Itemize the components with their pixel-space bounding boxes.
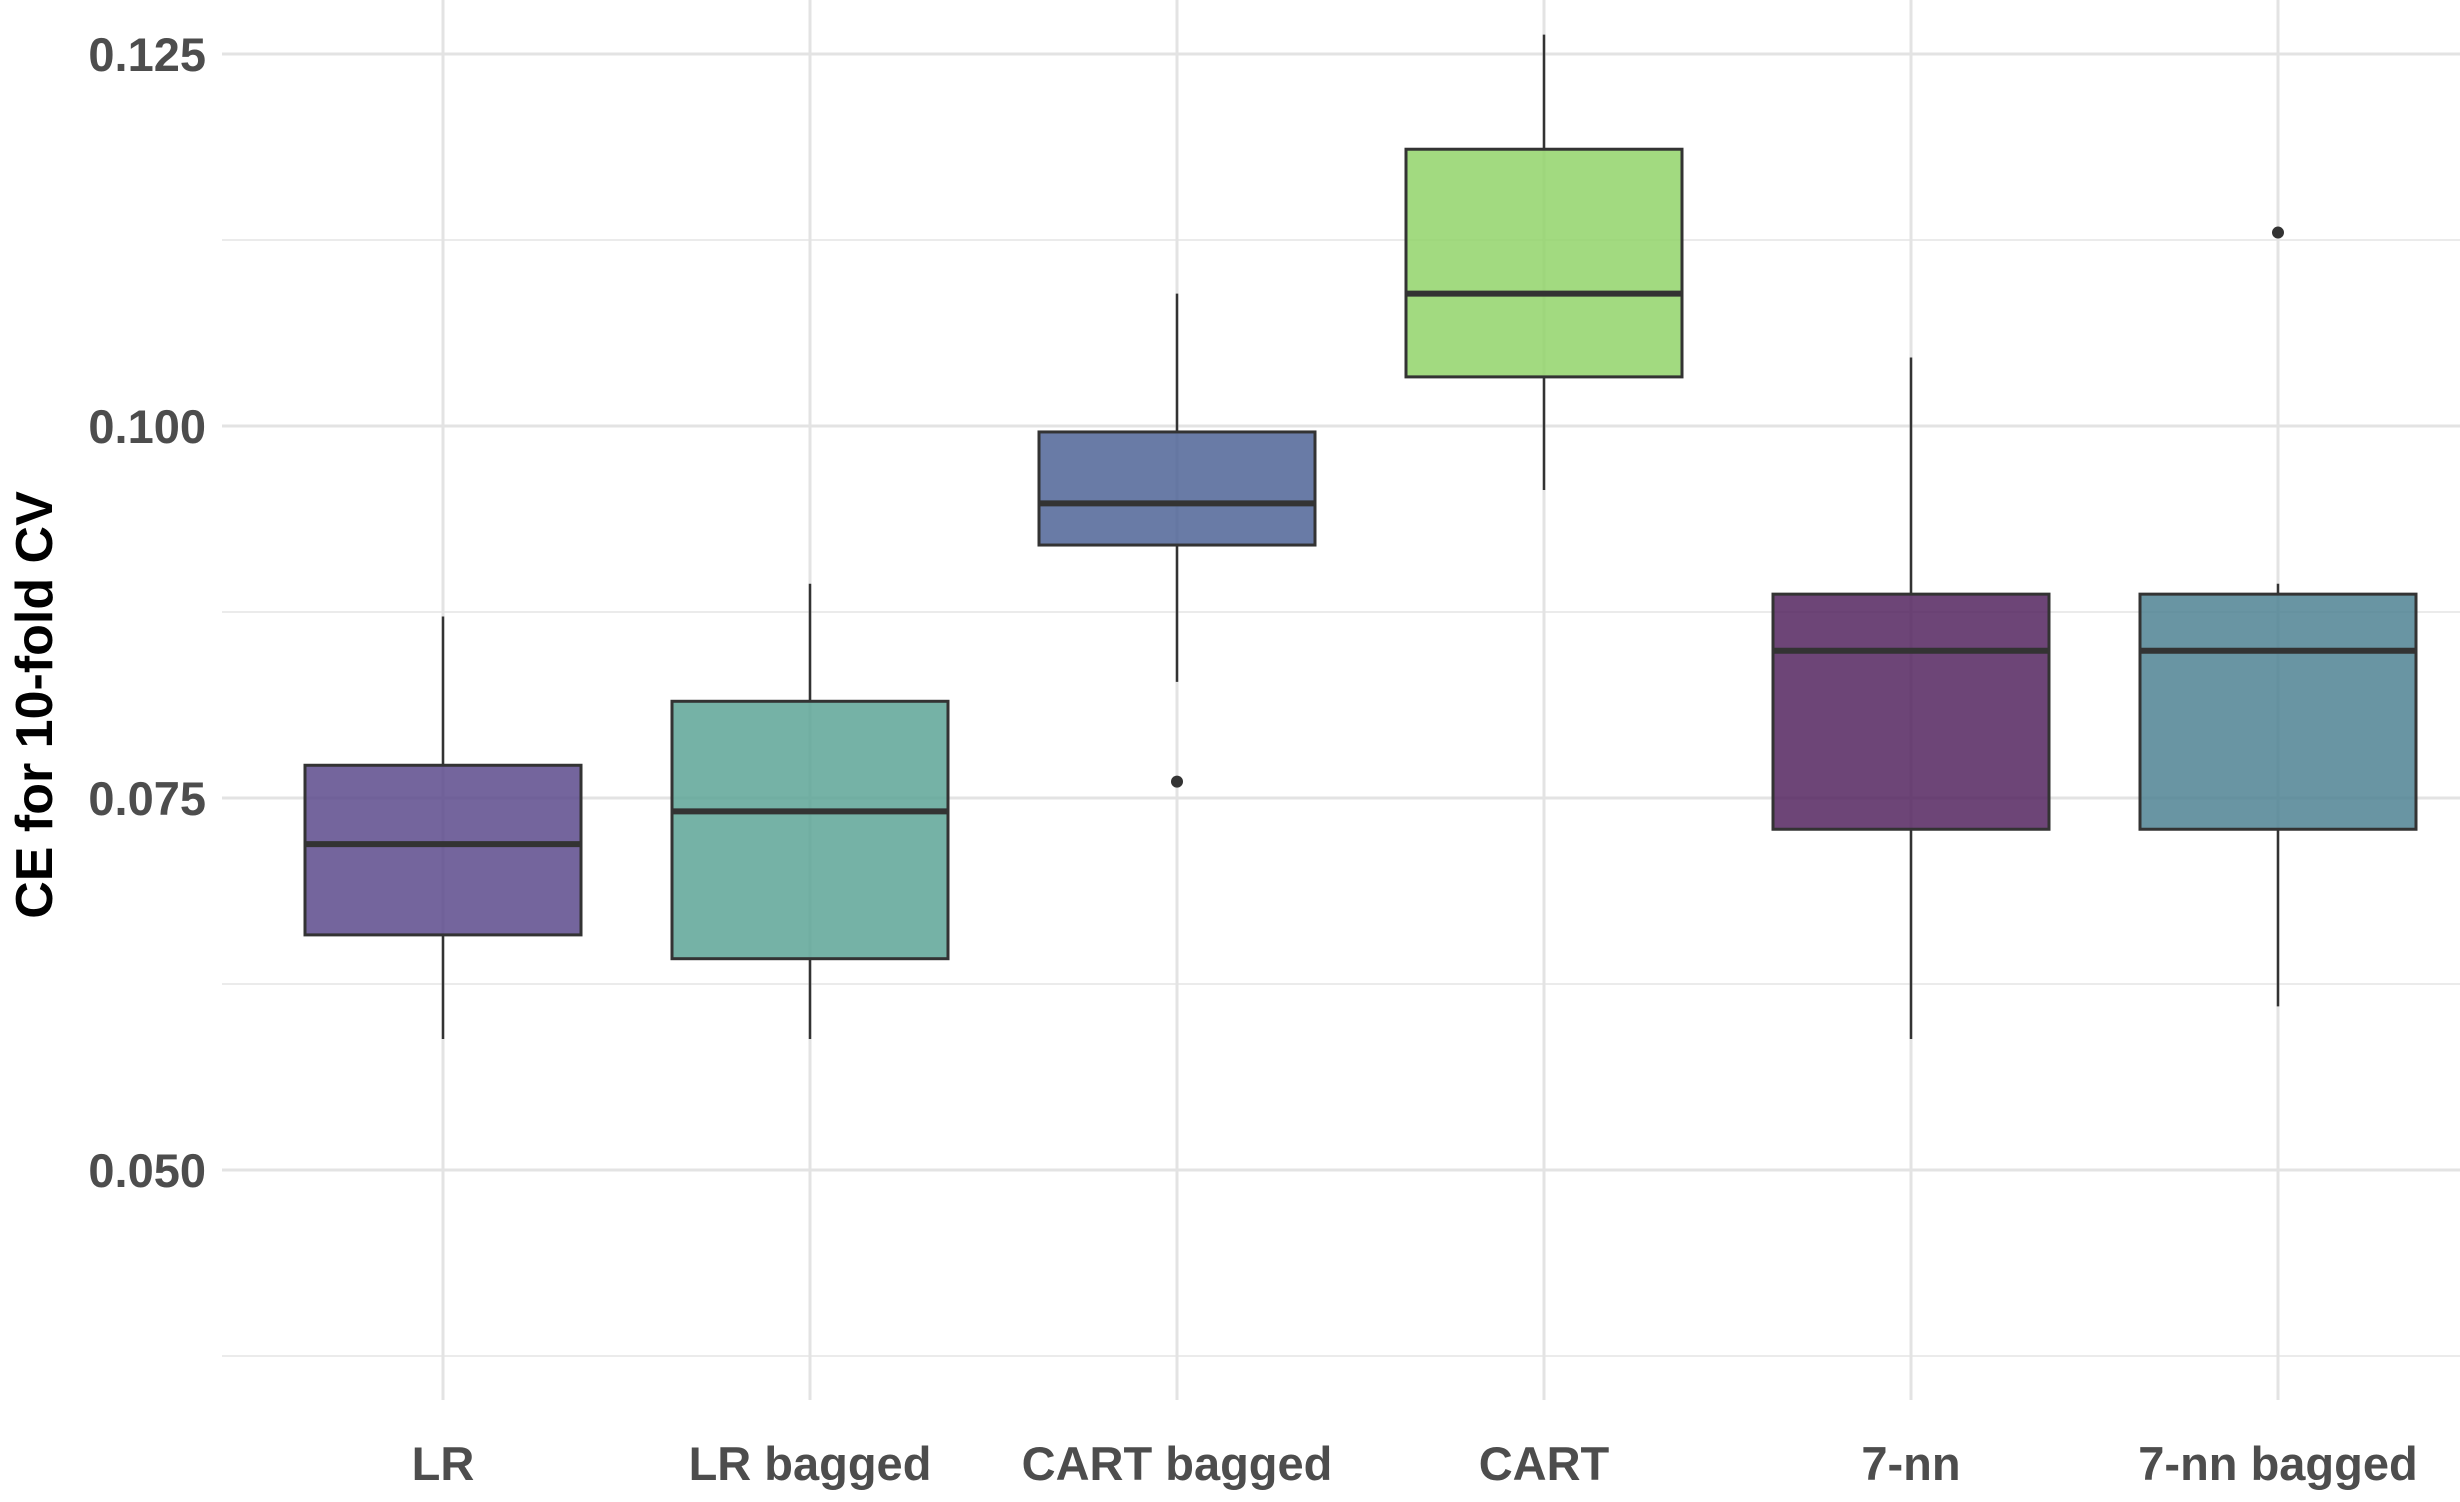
box-7-nn	[1771, 357, 2051, 1040]
y-axis-title: CE for 10-fold CV	[6, 491, 64, 919]
y-tick-label: 0.050	[88, 1144, 206, 1197]
x-tick-label: CART bagged	[1022, 1437, 1333, 1490]
iqr-box	[670, 699, 950, 961]
x-tick-label: LR bagged	[689, 1437, 932, 1490]
y-tick-label: 0.075	[88, 772, 206, 825]
y-tick-label: 0.125	[88, 28, 206, 81]
iqr-box	[1771, 592, 2051, 831]
iqr-box	[1037, 430, 1317, 547]
box-7-nn-bagged	[2138, 226, 2418, 1007]
iqr-box	[2138, 592, 2418, 831]
x-tick-label: LR	[412, 1437, 475, 1490]
outlier-point	[2272, 226, 2284, 239]
x-tick-label: 7-nn	[1861, 1437, 1960, 1490]
y-axis-ticks: 0.050 0.075 0.100 0.125	[88, 28, 206, 1197]
outlier-point	[1171, 775, 1183, 788]
iqr-box	[303, 763, 583, 937]
box-cart-bagged	[1037, 293, 1317, 788]
y-tick-label: 0.100	[88, 400, 206, 453]
iqr-box	[1404, 147, 1684, 379]
box-cart	[1404, 34, 1684, 490]
box-series	[303, 34, 2418, 1040]
x-tick-label: CART	[1479, 1437, 1610, 1490]
x-axis-ticks: LR LR bagged CART bagged CART 7-nn 7-nn bagge…	[412, 1437, 2418, 1490]
box-lr	[303, 616, 583, 1040]
box-lr-bagged	[670, 583, 950, 1040]
x-tick-label: 7-nn bagged	[2138, 1437, 2417, 1490]
gridlines	[222, 0, 2460, 1400]
